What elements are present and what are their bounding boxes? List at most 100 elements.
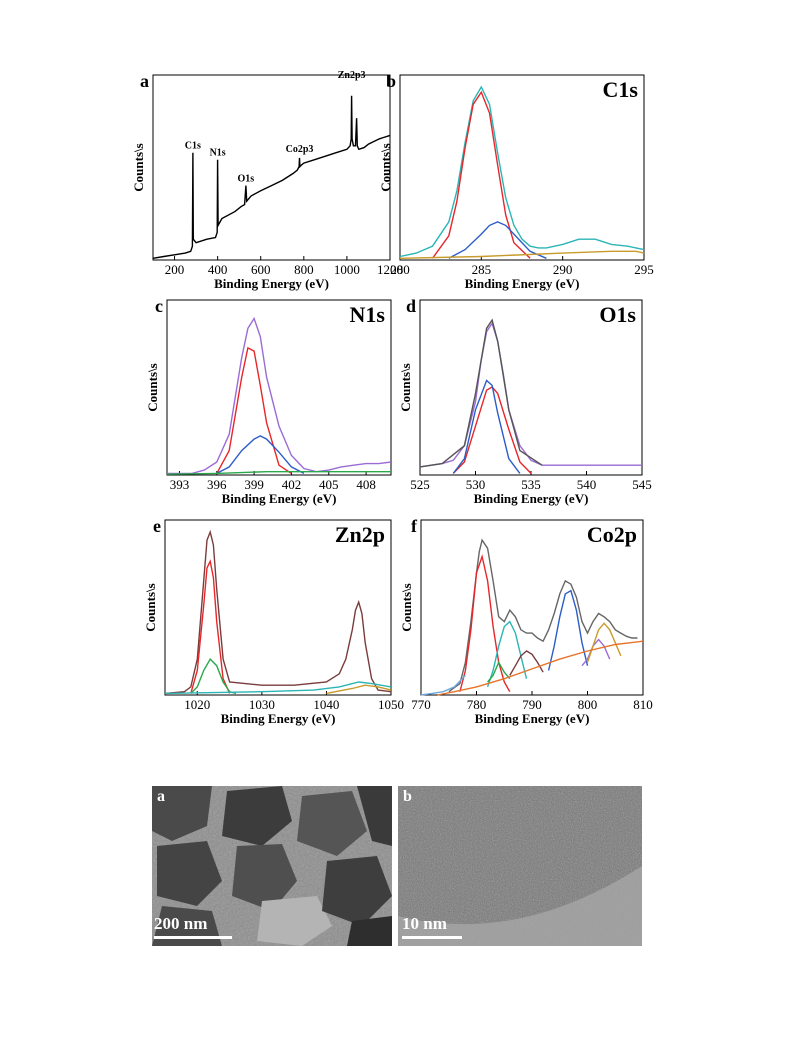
x-tick-label: 790	[522, 697, 542, 712]
series-line-4	[326, 684, 392, 695]
x-tick-label: 1020	[184, 697, 210, 712]
tem-micrograph-b	[398, 786, 642, 946]
x-axis-label: Binding Energy (eV)	[475, 711, 590, 726]
series-line-0	[399, 85, 645, 258]
panel-letter: f	[411, 516, 418, 536]
plot-frame	[166, 299, 392, 476]
x-tick-label: 405	[319, 477, 339, 492]
series-line-0	[448, 538, 638, 693]
xps-figure: 200 400 600 800 1000 1200 Binding Energy (eV) C…	[131, 70, 654, 726]
tem-panel-letter-b: b	[403, 788, 412, 805]
y-axis-label: Counts\s	[145, 363, 160, 411]
series-line-8	[437, 640, 644, 696]
y-axis-label: Counts\s	[131, 143, 146, 191]
tem-image-b: b 10 nm	[398, 786, 642, 946]
x-tick-label: 1050	[378, 697, 404, 712]
panel-letter: d	[406, 296, 416, 316]
x-tick-label: 399	[244, 477, 264, 492]
series-line-2	[452, 379, 521, 474]
series-line-3	[509, 650, 544, 676]
xps-panel-e: 1020 1030 1040 1050 Binding Energy (eV) Count…	[143, 516, 404, 726]
series-line-4	[487, 660, 511, 683]
peak-annotation: N1s	[210, 148, 226, 159]
x-tick-label: 200	[165, 262, 185, 277]
peak-annotation: Co2p3	[286, 144, 314, 155]
x-tick-label: 810	[633, 697, 653, 712]
scale-bar-label-a: 200 nm	[154, 914, 208, 933]
series-line-1	[216, 346, 292, 474]
series-line-1	[459, 553, 511, 693]
y-axis-label: Counts\s	[398, 363, 413, 411]
x-tick-label: 285	[472, 262, 492, 277]
x-tick-label: 408	[356, 477, 376, 492]
peak-annotation: C1s	[185, 141, 201, 152]
panel-letter: e	[153, 516, 161, 536]
x-tick-label: 600	[251, 262, 271, 277]
panel-letter: b	[386, 71, 396, 91]
x-tick-label: 1200	[377, 262, 403, 277]
xps-panel-a: 200 400 600 800 1000 1200 Binding Energy (eV) C…	[131, 70, 403, 291]
scale-bar-label-b: 10 nm	[402, 914, 447, 933]
x-tick-label: 800	[294, 262, 314, 277]
x-tick-label: 290	[553, 262, 573, 277]
x-tick-label: 295	[634, 262, 654, 277]
plot-frame	[164, 519, 392, 696]
series-line-2	[190, 657, 237, 695]
series-line-3	[399, 250, 645, 259]
peak-annotation: Zn2p3	[338, 70, 366, 81]
x-axis-label: Binding Energy (eV)	[465, 276, 580, 291]
series-line-0	[167, 316, 392, 475]
x-axis-label: Binding Energy (eV)	[214, 276, 329, 291]
xps-panel-c: 393 396 399 402 405 408 Binding Energy (eV) Cou…	[145, 296, 392, 506]
x-axis-label: Binding Energy (eV)	[474, 491, 589, 506]
x-tick-label: 400	[208, 262, 228, 277]
scale-bar-a	[154, 936, 232, 939]
series-line-2	[216, 435, 305, 475]
series-line-2	[448, 221, 547, 259]
tem-panel-letter-a: a	[157, 788, 165, 805]
panel-title: C1s	[603, 77, 639, 102]
plot-frame	[399, 74, 645, 261]
series-line-3	[419, 318, 543, 468]
series-line-0	[419, 321, 642, 468]
x-tick-label: 525	[410, 477, 430, 492]
scale-bar-b	[402, 936, 462, 939]
panel-letter: a	[140, 71, 149, 91]
x-tick-label: 1040	[313, 697, 339, 712]
x-tick-label: 540	[577, 477, 597, 492]
panel-title: Zn2p	[335, 522, 385, 547]
x-tick-label: 545	[632, 477, 652, 492]
x-tick-label: 800	[578, 697, 598, 712]
xps-panel-f: 770 780 790 800 810 Binding Energy (eV) Counts…	[399, 516, 653, 726]
xps-panel-b: 280 285 290 295 Binding Energy (eV) Counts\s b…	[378, 71, 654, 291]
series-line-6	[581, 638, 611, 667]
x-axis-label: Binding Energy (eV)	[221, 711, 336, 726]
series-line-1	[452, 386, 532, 474]
x-tick-label: 1030	[249, 697, 275, 712]
x-tick-label: 402	[282, 477, 302, 492]
y-axis-label: Counts\s	[378, 143, 393, 191]
x-tick-label: 280	[390, 262, 410, 277]
x-tick-label: 396	[207, 477, 227, 492]
xps-panel-d: 525 530 535 540 545 Binding Energy (eV) Counts…	[398, 296, 652, 506]
plot-frame	[152, 74, 391, 261]
panel-letter: c	[155, 296, 163, 316]
series-line-5	[547, 589, 589, 671]
panel-title: Co2p	[587, 522, 637, 547]
x-tick-label: 1000	[334, 262, 360, 277]
y-axis-label: Counts\s	[399, 583, 414, 631]
x-tick-label: 535	[521, 477, 541, 492]
x-tick-label: 530	[466, 477, 486, 492]
series-line-3	[164, 681, 392, 695]
panel-title: O1s	[599, 302, 636, 327]
tem-micrograph-a	[152, 786, 392, 946]
series-line-0	[152, 95, 391, 259]
panel-title: N1s	[350, 302, 386, 327]
peak-annotation: O1s	[238, 174, 255, 185]
x-tick-label: 770	[411, 697, 431, 712]
series-line-0	[164, 529, 392, 695]
x-tick-label: 393	[170, 477, 190, 492]
series-line-9	[420, 674, 466, 696]
x-tick-label: 780	[467, 697, 487, 712]
series-line-1	[190, 559, 231, 694]
